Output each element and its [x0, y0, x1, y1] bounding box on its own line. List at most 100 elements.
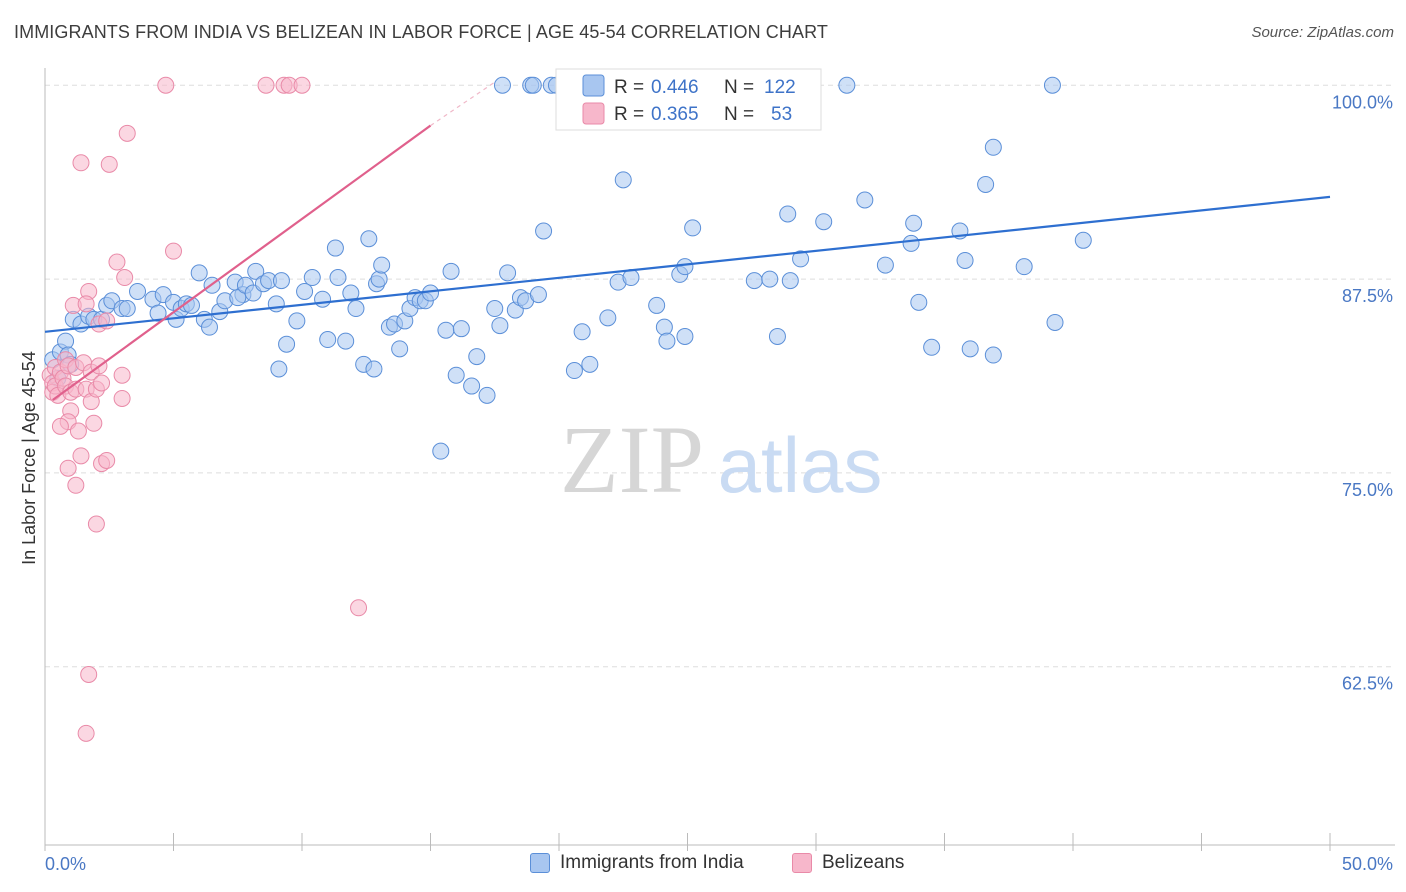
watermark: ZIP atlas	[560, 406, 882, 513]
source-label: Source: ZipAtlas.com	[1251, 24, 1394, 41]
trend-line-india	[44, 195, 1331, 333]
data-point-india	[486, 300, 504, 318]
data-point-india	[319, 331, 337, 349]
data-point-belizeans	[51, 417, 69, 435]
data-point-india	[468, 348, 486, 366]
data-point-india	[658, 332, 676, 350]
legend-n-label-india: N =	[724, 77, 754, 98]
legend-n-value-belizeans: 53	[771, 104, 792, 125]
data-point-india	[314, 290, 332, 308]
data-point-india	[614, 171, 632, 189]
data-point-belizeans	[87, 515, 105, 533]
data-point-india	[655, 318, 673, 336]
data-point-belizeans	[67, 476, 85, 494]
legend-swatch-belizeans-bottom	[792, 853, 812, 873]
data-point-belizeans	[98, 451, 116, 469]
data-point-india	[684, 219, 702, 237]
data-point-india	[422, 284, 439, 302]
legend-label-belizeans: Belizeans	[822, 852, 905, 873]
data-point-belizeans	[108, 253, 126, 271]
data-point-india	[1046, 313, 1064, 331]
legend-swatch-belizeans	[582, 102, 605, 125]
data-point-india	[815, 213, 833, 231]
data-point-india	[272, 272, 290, 290]
trend-lines	[44, 81, 1331, 401]
data-point-india	[779, 205, 797, 223]
data-point-india	[838, 76, 856, 94]
legend-n-value-india: 122	[764, 77, 796, 98]
legend-r-label-india: R =	[614, 77, 644, 98]
data-point-india	[190, 264, 208, 282]
data-point-india	[565, 362, 583, 380]
data-point-india	[768, 327, 786, 345]
x-tick-label-min: 0.0%	[45, 854, 86, 874]
y-tick-labels: 100.0% 87.5% 75.0% 62.5%	[1332, 92, 1393, 693]
data-point-india	[902, 234, 920, 252]
data-point-belizeans	[72, 154, 90, 172]
data-point-india	[478, 386, 496, 404]
data-point-india	[923, 338, 941, 356]
legend-label-india: Immigrants from India	[560, 852, 744, 873]
data-point-belizeans	[350, 599, 368, 617]
data-point-india	[447, 366, 465, 384]
data-point-india	[535, 222, 553, 240]
data-point-india	[288, 312, 306, 330]
data-point-india	[1074, 231, 1092, 249]
data-point-india	[296, 282, 314, 300]
x-tick-label-max: 50.0%	[1342, 854, 1393, 874]
watermark-atlas: atlas	[718, 421, 883, 509]
data-point-india	[247, 262, 265, 280]
legend-item-belizeans[interactable]: Belizeans	[792, 852, 904, 874]
data-point-india	[761, 270, 779, 288]
legend-r-label-belizeans: R =	[614, 104, 644, 125]
data-point-india	[984, 138, 1002, 156]
data-point-india	[278, 335, 296, 353]
data-point-india	[781, 272, 799, 290]
data-point-india	[270, 360, 288, 378]
data-point-belizeans	[77, 295, 95, 313]
data-point-india	[347, 300, 365, 318]
data-point-india	[326, 239, 344, 257]
y-tick-label: 75.0%	[1342, 480, 1393, 500]
data-point-india	[977, 175, 995, 193]
legend-r-value-belizeans: 0.365	[651, 104, 699, 125]
legend-n-label-belizeans: N =	[724, 104, 754, 125]
y-tick-label: 100.0%	[1332, 92, 1393, 112]
data-point-india	[129, 282, 147, 300]
data-point-belizeans	[80, 665, 98, 683]
data-point-india	[961, 340, 979, 358]
data-point-india	[599, 309, 617, 327]
data-point-india	[303, 269, 321, 287]
series-belizeans-points	[41, 76, 368, 742]
watermark-zip: ZIP	[560, 406, 704, 513]
data-point-india	[524, 76, 542, 94]
stats-legend: R = 0.446 N = 122 R = 0.365 N = 53	[555, 68, 822, 131]
data-point-india	[573, 323, 591, 341]
data-point-india	[1043, 76, 1061, 94]
data-point-india	[200, 318, 218, 336]
data-point-india	[229, 289, 247, 307]
legend-swatch-india	[582, 74, 605, 97]
grid-lines	[45, 84, 1395, 668]
legend-swatch-india-bottom	[530, 853, 550, 873]
data-point-india	[442, 262, 460, 280]
data-point-india	[856, 191, 874, 209]
data-point-india	[432, 442, 450, 460]
data-point-belizeans	[113, 389, 131, 407]
data-point-india	[984, 346, 1002, 364]
data-point-india	[57, 332, 75, 350]
axes	[44, 68, 1395, 851]
legend-item-india[interactable]: Immigrants from India	[530, 852, 744, 874]
data-point-india	[391, 340, 409, 358]
data-point-belizeans	[165, 242, 182, 260]
data-point-belizeans	[157, 76, 175, 94]
data-point-india	[676, 327, 694, 345]
data-point-india	[149, 304, 167, 322]
y-axis-label: In Labor Force | Age 45-54	[19, 351, 39, 565]
data-point-india	[373, 256, 391, 274]
data-point-india	[337, 332, 355, 350]
data-point-india	[365, 360, 383, 378]
data-point-india	[499, 264, 517, 282]
data-point-belizeans	[85, 414, 103, 432]
